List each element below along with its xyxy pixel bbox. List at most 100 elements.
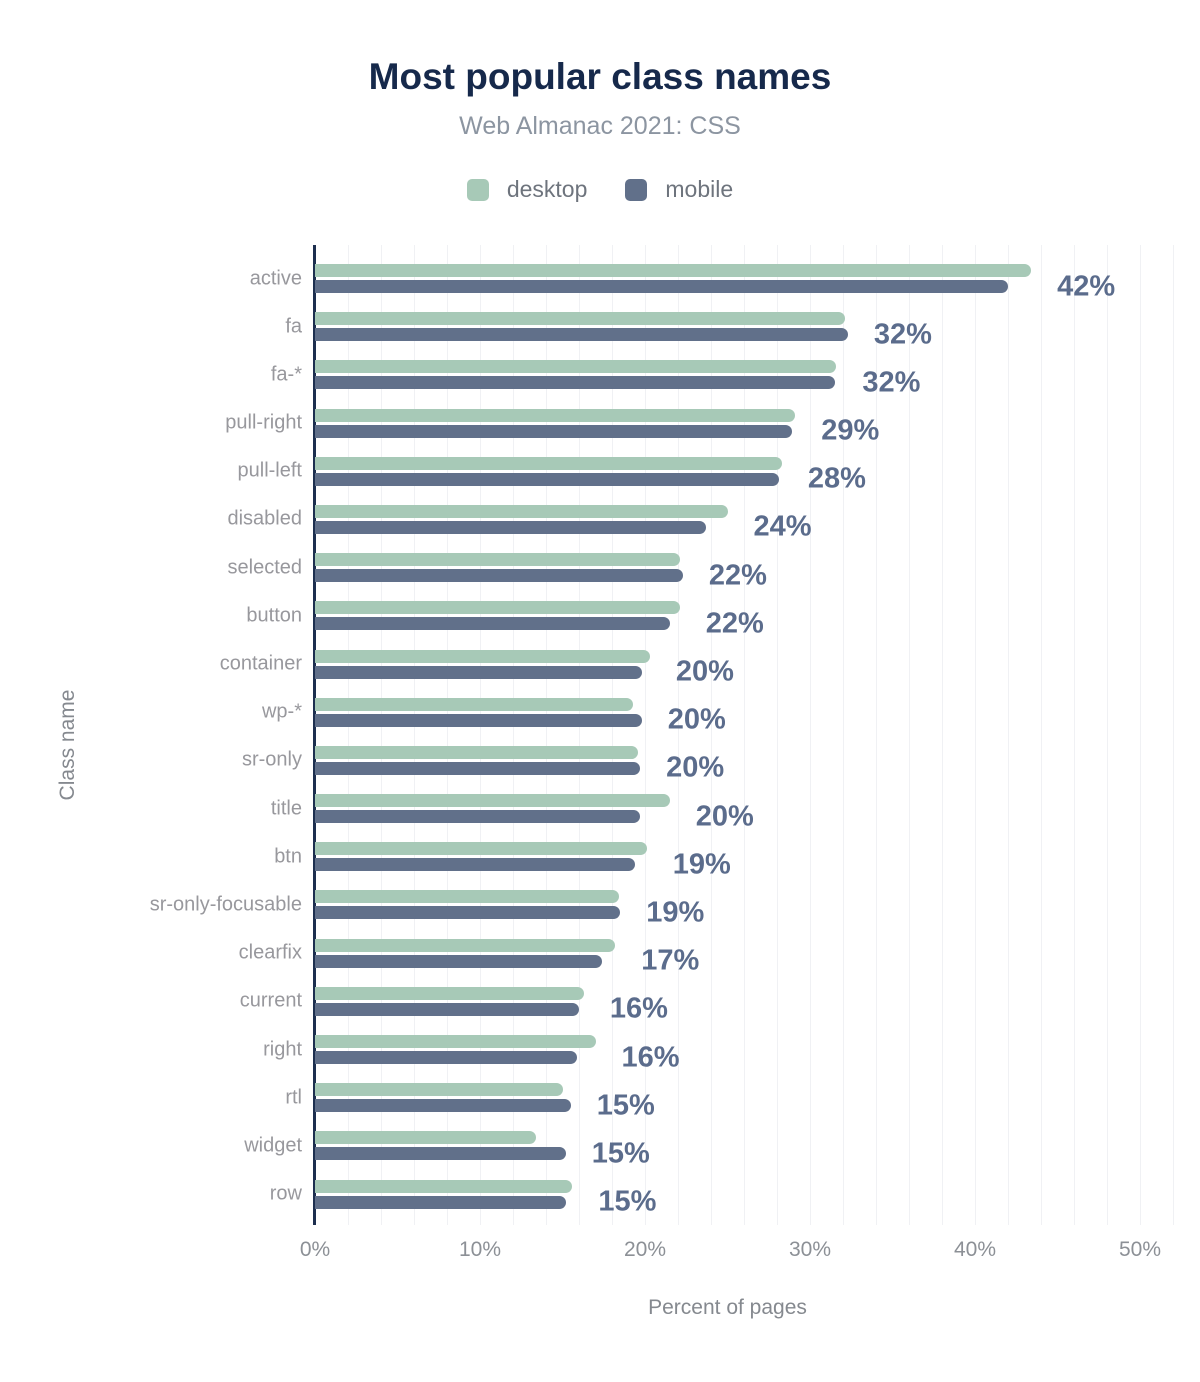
bar-desktop	[315, 1131, 537, 1145]
chart-row: selected 22%	[228, 534, 1175, 591]
category-label: current	[239, 989, 302, 1012]
legend-swatch-desktop	[466, 178, 489, 201]
bar-mobile	[315, 954, 603, 968]
bar-mobile	[315, 665, 642, 679]
bar-rows: active 42% fa 32% fa-* 32% pull-right 29% pull-l…	[150, 245, 1175, 1218]
data-label: 15%	[598, 1185, 657, 1218]
data-label: 19%	[646, 896, 705, 929]
chart-row: title 20%	[271, 775, 1175, 832]
legend-item-mobile: mobile	[625, 176, 733, 203]
bar-mobile	[315, 569, 683, 583]
bar-desktop	[315, 745, 639, 759]
bar-mobile	[315, 280, 1008, 293]
y-axis-title: Class name	[56, 689, 79, 801]
category-label: pull-right	[225, 411, 302, 434]
category-label: row	[269, 1182, 302, 1205]
data-label: 16%	[609, 992, 668, 1025]
y-axis-line	[313, 245, 316, 1225]
category-label: right	[263, 1038, 302, 1060]
bar-desktop	[315, 553, 680, 567]
chart-subtitle: Web Almanac 2021: CSS	[459, 112, 741, 140]
chart-row: btn 19%	[274, 823, 1175, 880]
bar-desktop	[315, 504, 728, 518]
legend-swatch-mobile	[625, 178, 648, 201]
bar-mobile	[315, 472, 779, 486]
bar-mobile	[315, 858, 636, 872]
chart-row: button 22%	[246, 582, 1175, 639]
chart-row: right 16%	[263, 1016, 1175, 1073]
bar-mobile	[315, 906, 621, 920]
bar-desktop	[315, 938, 616, 952]
chart-row: pull-right 29%	[225, 390, 1175, 447]
category-label: btn	[274, 845, 302, 868]
data-label: 42%	[1057, 270, 1116, 302]
category-label: disabled	[227, 507, 302, 530]
data-label: 15%	[596, 1089, 655, 1122]
data-label: 32%	[862, 366, 921, 399]
category-label: sr-only-focusable	[149, 893, 302, 916]
chart-row: fa-* 32%	[271, 341, 1175, 398]
bar-mobile	[315, 376, 835, 390]
category-label: sr-only	[241, 748, 302, 771]
category-label: active	[249, 267, 302, 289]
data-label: 22%	[708, 559, 767, 592]
bar-mobile	[315, 1002, 579, 1016]
category-label: widget	[244, 1134, 302, 1157]
bar-mobile	[315, 810, 641, 824]
category-label: button	[246, 604, 302, 627]
data-label: 29%	[821, 414, 880, 447]
bar-mobile	[315, 617, 670, 631]
data-label: 19%	[672, 848, 731, 881]
bar-mobile	[315, 1147, 566, 1161]
bar-desktop	[315, 601, 680, 615]
category-label: container	[219, 652, 302, 675]
bar-mobile	[315, 328, 848, 342]
bar-desktop	[315, 1083, 563, 1097]
chart-row: sr-only 20%	[242, 727, 1175, 784]
bar-mobile	[315, 1051, 578, 1064]
legend-label-mobile: mobile	[665, 176, 734, 202]
plot-area: active 42% fa 32% fa-* 32% pull-right 29% pull-l…	[150, 245, 1175, 1225]
bar-desktop	[315, 1035, 596, 1048]
chart-row: sr-only-focusable 19%	[150, 871, 1175, 928]
x-axis-title: Percent of pages	[648, 1296, 807, 1319]
x-tick-label: 40%	[953, 1238, 997, 1261]
bar-desktop	[315, 890, 619, 904]
category-label: title	[270, 797, 302, 820]
data-label: 15%	[591, 1137, 650, 1170]
data-label: 20%	[695, 800, 754, 833]
data-label: 20%	[666, 751, 725, 784]
category-label: pull-left	[237, 459, 302, 482]
category-label: fa	[285, 315, 302, 338]
chart-row: container 20%	[220, 631, 1175, 688]
x-tick-label: 10%	[458, 1238, 502, 1261]
data-label: 16%	[621, 1041, 680, 1073]
data-label: 32%	[873, 318, 932, 351]
category-label: rtl	[285, 1086, 302, 1109]
bar-desktop	[315, 842, 647, 856]
x-tick-label: 20%	[623, 1238, 667, 1261]
bar-desktop	[315, 1179, 573, 1193]
x-tick-label: 50%	[1118, 1238, 1162, 1261]
bar-desktop	[315, 794, 670, 808]
category-label: selected	[227, 556, 303, 579]
bar-mobile	[315, 424, 792, 438]
chart-row: pull-left 28%	[238, 438, 1175, 495]
chart-row: disabled 24%	[227, 486, 1175, 543]
chart-row: wp-* 20%	[262, 679, 1175, 736]
chart-row: active 42%	[250, 245, 1175, 302]
chart-row: rtl 15%	[285, 1064, 1175, 1121]
bar-mobile	[315, 520, 707, 534]
chart-row: fa 32%	[285, 293, 1175, 350]
x-axis-ticks: 0% 10% 20% 30% 40% 50%	[300, 1238, 1175, 1264]
category-label: clearfix	[238, 941, 302, 964]
bar-desktop	[315, 264, 1032, 277]
data-label: 17%	[641, 944, 700, 977]
bar-desktop	[315, 456, 782, 470]
bar-mobile	[315, 1099, 571, 1113]
category-label: fa-*	[270, 363, 302, 386]
bar-desktop	[315, 986, 584, 1000]
chart-row: current 16%	[240, 968, 1175, 1025]
chart-row: clearfix 17%	[239, 920, 1175, 977]
bar-desktop	[315, 360, 837, 374]
